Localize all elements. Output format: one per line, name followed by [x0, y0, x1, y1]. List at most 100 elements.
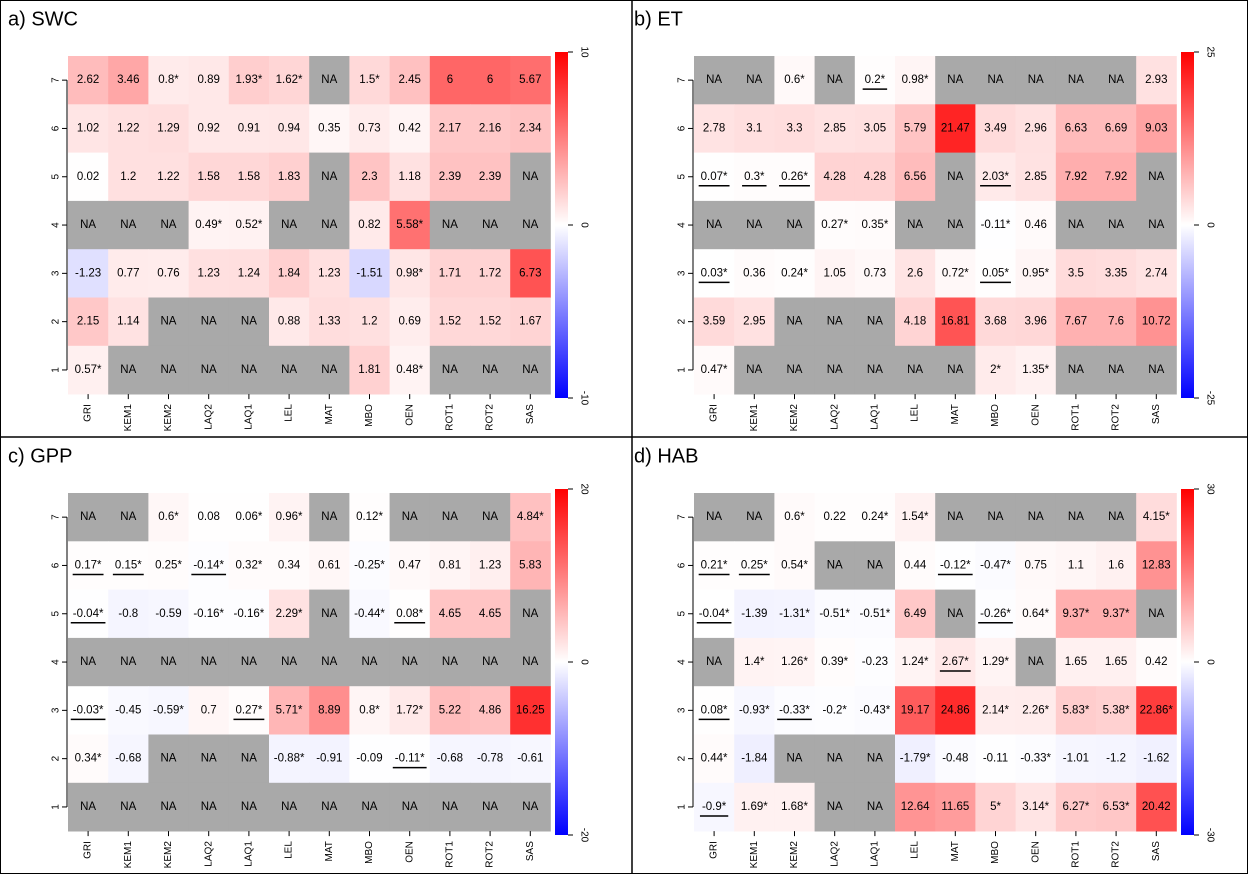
cell-label: NA: [120, 364, 136, 376]
cell: [734, 249, 775, 298]
cell: [269, 104, 310, 153]
cell-label: 0.88: [278, 316, 300, 328]
cell: [774, 782, 815, 832]
cell: [1015, 345, 1057, 395]
cell: [108, 104, 149, 153]
cell-label: NA: [362, 656, 378, 668]
cell-label: 2.95: [743, 316, 765, 328]
cell-label: -0.91: [316, 753, 342, 765]
na-cell: [935, 345, 976, 395]
cell-label: -0.11*: [981, 219, 1011, 231]
y-tick-label: 2: [677, 318, 688, 324]
cell-label: 2.26*: [1022, 704, 1049, 716]
cell-label: NA: [947, 74, 963, 86]
na-cell: [470, 637, 511, 687]
cell-label: 0.92: [198, 122, 220, 134]
cell-label: 0.07*: [701, 171, 728, 183]
x-tick-label: SAS: [1151, 841, 1162, 861]
cell: [1015, 686, 1057, 735]
cell-label: 5*: [990, 801, 1001, 813]
cell-label: 5.79: [904, 122, 926, 134]
na-cell: [1015, 56, 1057, 105]
x-tick-label: SAS: [1151, 404, 1162, 424]
na-cell: [935, 493, 976, 542]
cell-label: -1.79*: [900, 753, 931, 765]
cell-label: 4.18: [904, 316, 926, 328]
panel-title: c) GPP: [8, 445, 72, 467]
na-cell: [1015, 637, 1057, 687]
cell-label: 2.14*: [982, 704, 1009, 716]
cell-label: 7.67: [1065, 316, 1087, 328]
x-tick-label: LAQ2: [203, 841, 214, 867]
cell: [694, 589, 735, 639]
cell: [854, 249, 896, 298]
colorbar-tick-label: 10: [578, 46, 589, 58]
colorbar-tick-label: 0: [1204, 659, 1215, 665]
cell: [1096, 782, 1137, 832]
cell-label: NA: [1148, 219, 1164, 231]
na-cell: [309, 589, 350, 639]
cell-label: 10.72: [1142, 316, 1171, 328]
cell-label: 3.1: [746, 122, 762, 134]
cell-label: 1.14: [117, 316, 140, 328]
cell-label: NA: [482, 219, 498, 231]
cell: [935, 782, 976, 832]
cell: [148, 541, 189, 590]
cell-label: -0.2*: [823, 704, 848, 716]
cell-label: 1.23: [479, 559, 501, 571]
cell-label: -0.45: [115, 704, 141, 716]
na-cell: [228, 637, 270, 687]
cell-label: NA: [746, 511, 762, 523]
cell: [935, 734, 976, 784]
cell-label: -0.47*: [980, 559, 1011, 571]
na-cell: [854, 345, 896, 395]
colorbar-tick-label: -20: [578, 828, 589, 843]
cell-label: 1.65: [1065, 656, 1087, 668]
cell-label: -0.16*: [234, 608, 265, 620]
cell-label: 0.98*: [902, 74, 929, 86]
cell-label: 0.8*: [359, 704, 380, 716]
na-cell: [774, 734, 815, 784]
cell: [1055, 637, 1097, 687]
x-tick-label: LEL: [284, 841, 295, 859]
cell: [895, 782, 936, 832]
cell-label: 2.96: [1025, 122, 1047, 134]
cell: [148, 686, 189, 735]
na-cell: [1015, 493, 1057, 542]
y-tick-label: 7: [51, 514, 62, 520]
cell: [935, 637, 976, 687]
colorbar-tick-label: -10: [578, 391, 589, 406]
cell-label: NA: [827, 559, 843, 571]
y-tick-label: 6: [677, 125, 688, 131]
na-cell: [734, 345, 775, 395]
cell: [309, 734, 350, 784]
cell-label: 5.83*: [1062, 704, 1089, 716]
cell: [1015, 200, 1057, 250]
colorbar-tick-label: -30: [1204, 828, 1215, 843]
cell: [814, 104, 856, 153]
cell: [774, 152, 815, 202]
cell: [188, 589, 230, 639]
cell-label: NA: [706, 74, 722, 86]
cell-label: 1.4*: [744, 656, 765, 668]
colorbar: [555, 52, 568, 398]
na-cell: [68, 637, 109, 687]
cell: [895, 541, 936, 590]
y-tick-label: 2: [51, 318, 62, 324]
cell-label: 1.58: [238, 171, 260, 183]
cell: [694, 782, 735, 832]
cell: [895, 493, 936, 542]
na-cell: [349, 782, 390, 832]
cell-label: NA: [827, 753, 843, 765]
cell: [1136, 56, 1177, 105]
x-tick-label: SAS: [525, 841, 536, 861]
cell: [228, 589, 270, 639]
cell-label: 4.65: [479, 608, 501, 620]
cell-label: NA: [161, 656, 177, 668]
cell: [429, 152, 471, 202]
na-cell: [269, 782, 310, 832]
y-tick-label: 5: [677, 611, 688, 617]
cell: [734, 782, 775, 832]
cell-label: 2.62: [77, 74, 99, 86]
cell-label: 0.77: [117, 267, 139, 279]
